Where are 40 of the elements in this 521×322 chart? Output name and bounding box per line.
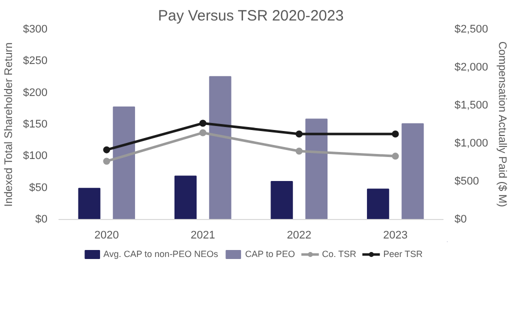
bar [270,181,293,220]
y-tick-label: $250 [23,55,48,68]
point [103,146,110,154]
point [199,129,206,136]
y2-tick-label: $1,500 [454,100,488,112]
bar [112,106,136,220]
bar [209,76,232,220]
y-tick-label: $200 [23,86,48,99]
y-tick-label: $100 [23,150,48,162]
bar [366,188,390,220]
y-tick-label: $50 [29,182,48,194]
y2-tick-label: $2,000 [454,62,488,74]
bar [78,188,100,220]
y2-axis-title: Compensation Actually Paid ($ M) [496,41,508,208]
x-tick-label: 2022 [286,230,312,242]
point [103,158,110,165]
point [296,130,303,138]
bar [305,118,328,220]
bar [402,123,424,220]
point [392,152,399,160]
legend-label: CAP to PEO [245,249,295,259]
bar [174,176,197,220]
y-tick-label: $0 [35,214,48,226]
y-tick-label: $150 [23,118,48,130]
x-tick-label: 2020 [94,230,119,242]
y-axis-title: Indexed Total Shareholder Return [3,42,16,207]
y2-tick-label: $0 [454,214,467,226]
chart-title: Pay Versus TSR 2020-2023 [158,8,344,24]
legend-label: Avg. CAP to non-PEO NEOs [103,249,218,259]
y2-tick-label: $2,500 [454,24,488,36]
legend-label: Peer TSR [383,249,423,259]
y-tick-label: $300 [23,24,48,36]
y2-tick-label: $500 [454,176,479,188]
x-tick-label: 2023 [383,230,408,242]
point [199,120,206,127]
point [392,130,399,138]
point [296,148,303,155]
legend-label: Co. TSR [322,249,356,259]
y2-tick-label: $1,000 [454,138,488,150]
x-tick-label: 2021 [190,230,216,242]
